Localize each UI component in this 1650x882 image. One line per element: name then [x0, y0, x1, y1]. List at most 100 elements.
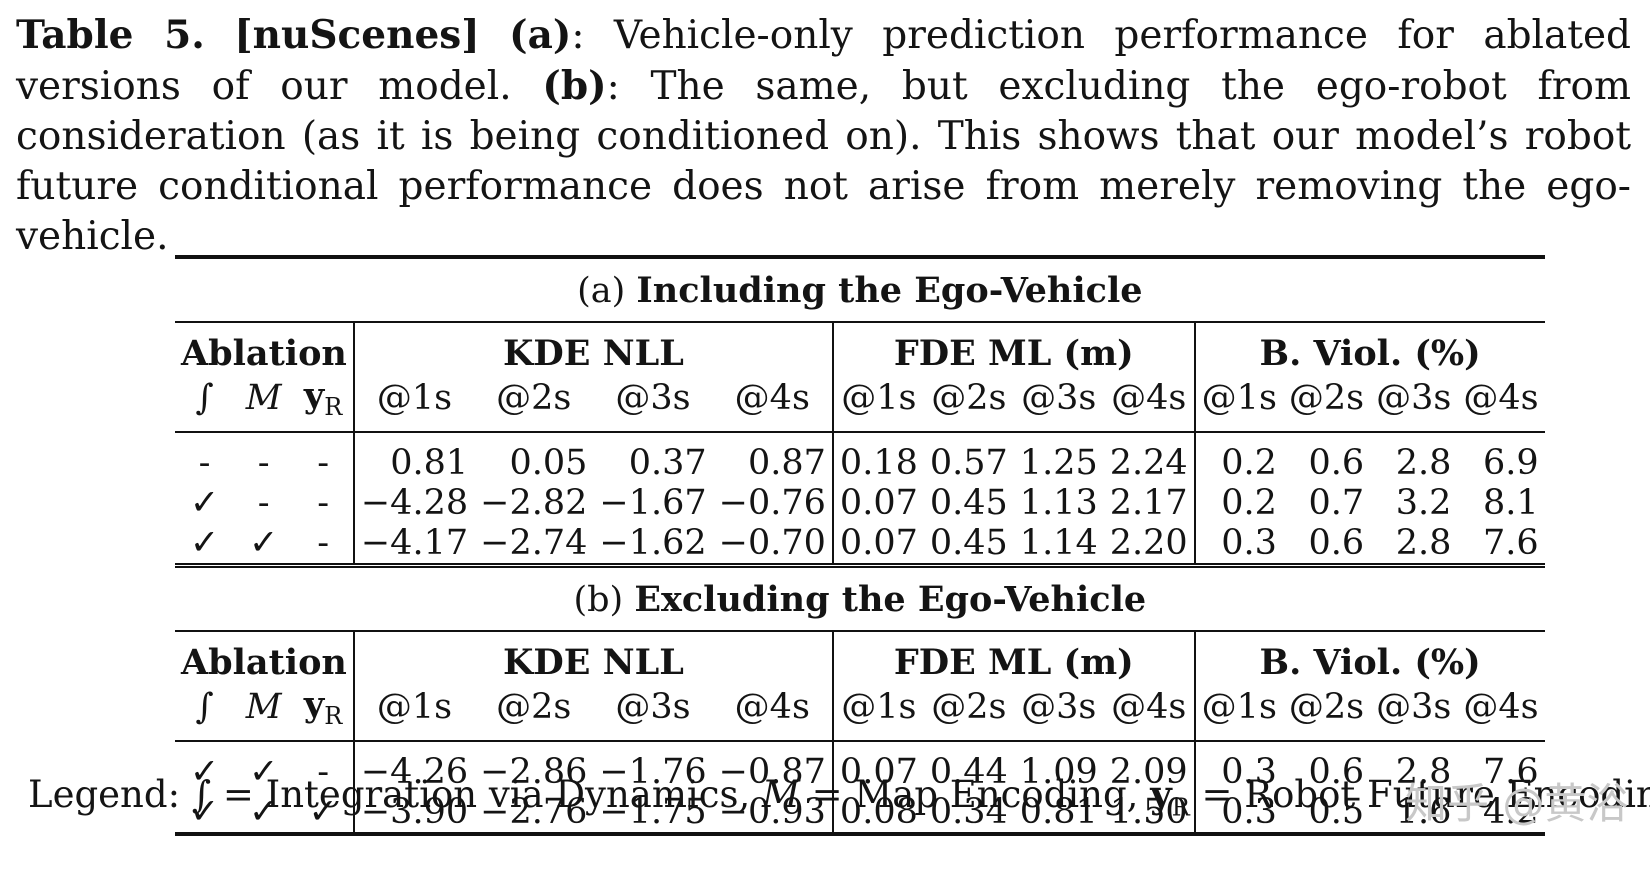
horizon-header: @2s — [1288, 378, 1365, 418]
kde-cell: −2.82 — [480, 483, 588, 523]
bviol-cell: 0.6 — [1308, 523, 1365, 563]
horizon-header: @1s — [352, 375, 475, 432]
kde-cell: −1.67 — [599, 483, 707, 523]
fde-cell: 2.17 — [1109, 483, 1188, 523]
fde-cell: 0.07 — [831, 523, 924, 566]
bviol-cell: 2.8 — [1370, 740, 1458, 792]
legend-map-desc: = Map Encoding, — [799, 773, 1151, 816]
table-row: ✓ ✓ - −4.26 −2.86 −1.76 −0.87 0.07 0.44 1.09 2.09 0… — [175, 740, 1545, 792]
section-title: (b) Excluding the Ego-Vehicle — [175, 563, 1545, 631]
horizon-header: @4s — [1463, 687, 1539, 727]
caption-part-b: (b) — [542, 63, 607, 109]
legend-robot-symbol: y — [1150, 772, 1172, 816]
legend-robot-desc: = Robot Future Encoding — [1189, 773, 1650, 816]
table-row: ✓ ✓ - −4.17 −2.74 −1.62 −0.70 0.07 0.45 1.14 2.20 0… — [175, 523, 1545, 566]
bviol-cell: 0.6 — [1282, 431, 1371, 483]
watermark: 知乎 @黄浴 — [1405, 779, 1629, 828]
fde-cell: 0.07 — [831, 740, 924, 792]
integral-col-header: ∫ — [195, 378, 214, 418]
ablation-cell: - — [175, 431, 234, 483]
horizon-header: @2s — [931, 378, 1007, 418]
bviol-cell: 0.7 — [1308, 483, 1365, 523]
integral-col-header: ∫ — [195, 687, 214, 727]
kde-cell: 0.81 — [352, 431, 475, 483]
fde-cell: 2.24 — [1103, 431, 1195, 483]
caption-text-a: : Vehicle-only prediction performance fo… — [16, 13, 1631, 109]
bviol-cell: 7.6 — [1457, 740, 1545, 792]
kde-cell: −4.26 — [352, 740, 475, 792]
ablation-cell: ✓ — [249, 523, 279, 563]
fde-cell: 0.34 — [929, 792, 1008, 832]
bviol-cell: 0.3 — [1193, 740, 1283, 792]
legend-prefix: Legend: — [28, 773, 192, 816]
fde-cell: 1.50 — [1109, 792, 1188, 832]
kde-nll-header: KDE NLL — [352, 630, 833, 684]
legend-map-symbol: M — [761, 773, 800, 816]
ablation-cell: - — [293, 431, 354, 483]
table-legend: Legend: ∫ = Integration via Dynamics, M … — [28, 772, 1650, 821]
results-table: (a) Including the Ego-Vehicle Ablation KDE… — [175, 255, 1545, 838]
section-title-row: (a) Including the Ego-Vehicle — [175, 255, 1545, 322]
section-name: Including the Ego-Vehicle — [636, 269, 1143, 311]
kde-cell: −2.86 — [474, 740, 594, 792]
kde-cell: −1.76 — [593, 740, 713, 792]
fde-cell: 0.45 — [929, 523, 1008, 563]
header-row-groups: Ablation KDE NLL FDE ML (m) B. Viol. (%) — [175, 630, 1545, 684]
kde-cell: −0.70 — [718, 523, 826, 563]
kde-cell: −4.28 — [352, 483, 475, 523]
horizon-header: @3s — [1376, 687, 1452, 727]
fde-cell: 0.57 — [923, 431, 1014, 483]
kde-cell: −3.90 — [352, 792, 475, 834]
table-caption: Table 5. [nuScenes] (a): Vehicle-only pr… — [16, 10, 1631, 262]
section-title-row: (b) Excluding the Ego-Vehicle — [175, 563, 1545, 631]
ablation-cell: - — [234, 431, 294, 483]
bviol-cell: 0.3 — [1193, 523, 1283, 566]
horizon-header: @3s — [1021, 687, 1097, 727]
ablation-header: Ablation — [175, 321, 354, 375]
robot-col-subscript: R — [324, 393, 343, 421]
robot-col-symbol: y — [303, 684, 325, 725]
ablation-cell: ✓ — [308, 792, 338, 832]
kde-cell: −2.76 — [480, 792, 588, 832]
robot-col-subscript: R — [324, 702, 343, 730]
table-row: ✓ ✓ ✓ −3.90 −2.76 −1.75 −0.93 0.08 0.34 0.81 1.50 0… — [175, 792, 1545, 834]
kde-cell: −0.93 — [718, 792, 826, 832]
horizon-header: @1s — [1193, 684, 1283, 741]
horizon-header: @3s — [615, 687, 691, 727]
horizon-header: @1s — [831, 684, 924, 741]
header-row-groups: Ablation KDE NLL FDE ML (m) B. Viol. (%) — [175, 321, 1545, 375]
bviol-cell: 2.8 — [1370, 431, 1458, 483]
ablation-cell: - — [317, 483, 330, 523]
bviol-cell: 0.2 — [1193, 431, 1283, 483]
section-title: (a) Including the Ego-Vehicle — [175, 255, 1545, 322]
fde-cell: 0.18 — [831, 431, 924, 483]
fde-cell: 0.44 — [923, 740, 1014, 792]
bviol-cell: 4.2 — [1482, 792, 1539, 832]
horizon-header: @1s — [1193, 375, 1283, 432]
fde-cell: 1.14 — [1019, 523, 1098, 563]
bviol-cell: 1.6 — [1395, 792, 1452, 832]
fde-cell: 1.25 — [1013, 431, 1104, 483]
table-row: ✓ - - −4.28 −2.82 −1.67 −0.76 0.07 0.45 1.13 2.17 0… — [175, 483, 1545, 523]
horizon-header: @4s — [734, 687, 810, 727]
caption-label: Table 5. — [16, 12, 205, 58]
bviol-cell: 8.1 — [1482, 483, 1539, 523]
horizon-header: @2s — [1288, 687, 1365, 727]
ablation-cell: ✓ — [249, 792, 279, 832]
legend-integral-symbol: ∫ — [191, 773, 212, 816]
bviol-cell: 0.6 — [1282, 740, 1371, 792]
fde-cell: 0.45 — [929, 483, 1008, 523]
robot-col-header: yR — [293, 375, 354, 432]
ablation-cell: - — [257, 483, 270, 523]
bottom-rule-cell — [175, 832, 1545, 838]
kde-cell: −1.62 — [599, 523, 707, 563]
bviol-cell: 7.6 — [1482, 523, 1539, 563]
horizon-header: @2s — [496, 378, 572, 418]
horizon-header: @4s — [1111, 687, 1187, 727]
fde-cell: 2.20 — [1109, 523, 1188, 563]
kde-cell: 0.37 — [593, 431, 713, 483]
horizon-header: @1s — [831, 375, 924, 432]
b-viol-header: B. Viol. (%) — [1193, 630, 1545, 684]
horizon-header: @2s — [931, 687, 1007, 727]
